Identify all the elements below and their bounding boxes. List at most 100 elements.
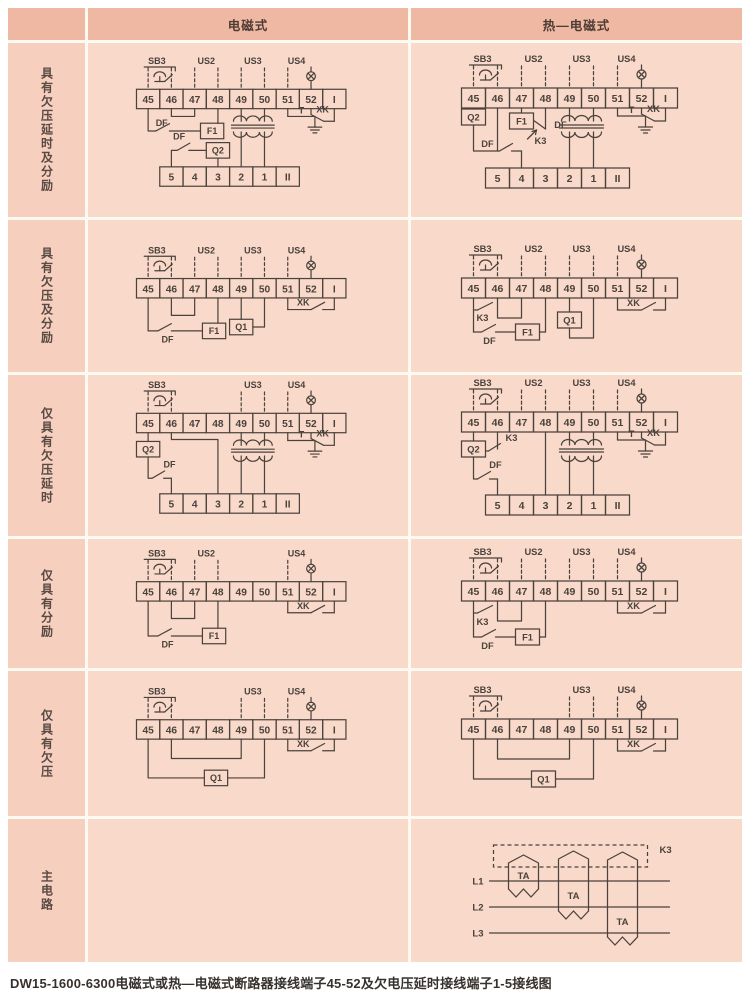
svg-text:46: 46 <box>166 726 178 737</box>
svg-text:US4: US4 <box>617 244 636 254</box>
row-label-undervoltage-shunt: 具有欠压及分励 <box>8 220 85 372</box>
svg-text:52: 52 <box>305 419 317 430</box>
wiring-diagram-r4c2: SB3 US2 US3 US4 45 46 47 48 49 50 51 52 I K3 F1 DF XK <box>460 547 679 651</box>
svg-text:Q2: Q2 <box>212 146 224 156</box>
svg-text:XK: XK <box>647 428 660 438</box>
wiring-diagram-r5c1: SB3 US3 US4 45 46 47 48 49 50 51 52 I Q1 XK <box>135 687 347 787</box>
svg-text:2: 2 <box>238 500 244 511</box>
svg-text:46: 46 <box>166 419 178 430</box>
svg-text:K3: K3 <box>477 313 489 323</box>
svg-text:SB3: SB3 <box>473 685 491 695</box>
svg-text:3: 3 <box>215 173 221 184</box>
svg-text:K3: K3 <box>660 845 672 856</box>
svg-text:US2: US2 <box>198 548 216 558</box>
svg-text:SB3: SB3 <box>148 56 166 66</box>
svg-text:48: 48 <box>540 724 552 736</box>
cell-r3c1: SB3 US3 US4 45 46 47 48 49 50 51 52 I Q2 DF T XK 5 4 3 2 1 II <box>88 375 408 536</box>
svg-text:US3: US3 <box>572 378 590 388</box>
svg-text:Q2: Q2 <box>467 444 479 454</box>
svg-text:5: 5 <box>495 500 501 512</box>
svg-text:1: 1 <box>262 173 268 184</box>
wiring-diagram-r5c2: SB3 US3 US4 45 46 47 48 49 50 51 52 I Q1 XK <box>460 685 679 788</box>
svg-text:3: 3 <box>543 500 549 512</box>
svg-text:US4: US4 <box>288 245 306 255</box>
svg-text:50: 50 <box>588 724 600 736</box>
svg-text:US4: US4 <box>617 54 636 64</box>
svg-text:I: I <box>664 93 667 105</box>
svg-text:47: 47 <box>189 284 201 295</box>
svg-text:XK: XK <box>316 429 329 439</box>
svg-text:US3: US3 <box>572 244 590 254</box>
svg-text:52: 52 <box>636 586 648 598</box>
svg-text:L1: L1 <box>472 876 484 887</box>
cell-r5c2: SB3 US3 US4 45 46 47 48 49 50 51 52 I Q1 XK <box>411 671 742 816</box>
svg-text:US3: US3 <box>244 56 262 66</box>
svg-text:XK: XK <box>627 601 640 611</box>
svg-text:XK: XK <box>627 739 640 749</box>
column-header-electromagnetic: 电磁式 <box>88 8 408 40</box>
svg-text:45: 45 <box>142 284 154 295</box>
svg-text:K3: K3 <box>535 136 547 146</box>
svg-text:II: II <box>615 173 621 185</box>
svg-text:45: 45 <box>468 586 480 598</box>
svg-text:49: 49 <box>236 419 248 430</box>
svg-text:XK: XK <box>647 104 660 114</box>
svg-text:I: I <box>333 95 336 106</box>
svg-text:SB3: SB3 <box>148 245 166 255</box>
svg-text:50: 50 <box>259 587 271 598</box>
svg-text:US3: US3 <box>244 245 262 255</box>
svg-text:46: 46 <box>492 283 504 295</box>
svg-text:US2: US2 <box>524 244 542 254</box>
svg-text:Q2: Q2 <box>142 444 154 454</box>
svg-text:46: 46 <box>492 586 504 598</box>
svg-text:45: 45 <box>468 93 480 105</box>
svg-text:52: 52 <box>305 284 317 295</box>
svg-text:52: 52 <box>305 726 317 737</box>
cell-r1c2: SB3 US2 US3 US4 45 46 47 48 49 50 51 52 I Q2 DF F1 K3 DF T… <box>411 43 742 217</box>
svg-text:4: 4 <box>519 173 525 185</box>
cell-r6c2: K3 L1 L2 L3 TA TA TA <box>411 819 742 962</box>
svg-text:52: 52 <box>636 283 648 295</box>
svg-text:52: 52 <box>305 587 317 598</box>
svg-text:47: 47 <box>189 587 201 598</box>
column-header-thermal-electromagnetic: 热—电磁式 <box>411 8 742 40</box>
svg-text:Q1: Q1 <box>210 773 222 783</box>
svg-text:52: 52 <box>305 95 317 106</box>
svg-text:US4: US4 <box>288 548 306 558</box>
svg-text:48: 48 <box>540 93 552 105</box>
svg-text:I: I <box>664 417 667 429</box>
svg-text:47: 47 <box>516 586 528 598</box>
svg-text:49: 49 <box>564 283 576 295</box>
svg-text:I: I <box>333 726 336 737</box>
svg-text:DF: DF <box>162 335 174 345</box>
column-header-label: 电磁式 <box>227 18 269 33</box>
svg-text:50: 50 <box>259 95 271 106</box>
svg-text:3: 3 <box>543 173 549 185</box>
svg-text:1: 1 <box>591 500 597 512</box>
svg-text:XK: XK <box>297 298 310 308</box>
svg-text:US3: US3 <box>572 54 590 64</box>
table-corner-cell <box>8 8 85 40</box>
svg-text:49: 49 <box>564 417 576 429</box>
svg-text:US2: US2 <box>524 378 542 388</box>
svg-text:51: 51 <box>612 283 624 295</box>
svg-text:45: 45 <box>142 726 154 737</box>
svg-text:T: T <box>299 430 305 440</box>
svg-text:SB3: SB3 <box>148 687 166 697</box>
svg-text:I: I <box>664 586 667 598</box>
svg-text:K3: K3 <box>477 617 489 627</box>
row-label-undervoltage-only: 仅具有欠压 <box>8 671 85 816</box>
wiring-diagram-r3c2: SB3 US2 US3 US4 45 46 47 48 49 50 51 52 I Q2 K3 DF T XK 5 4… <box>460 378 679 516</box>
svg-text:US4: US4 <box>288 56 306 66</box>
svg-text:49: 49 <box>564 724 576 736</box>
svg-text:45: 45 <box>468 283 480 295</box>
svg-text:48: 48 <box>212 284 224 295</box>
svg-text:I: I <box>333 587 336 598</box>
svg-text:F1: F1 <box>209 326 220 336</box>
svg-text:51: 51 <box>282 284 294 295</box>
svg-text:45: 45 <box>468 724 480 736</box>
cell-r5c1: SB3 US3 US4 45 46 47 48 49 50 51 52 I Q1 XK <box>88 671 408 816</box>
svg-text:51: 51 <box>612 93 624 105</box>
figure-caption: DW15-1600-6300电磁式或热—电磁式断路器接线端子45-52及欠电压延… <box>10 976 552 991</box>
svg-text:DF: DF <box>163 460 175 470</box>
